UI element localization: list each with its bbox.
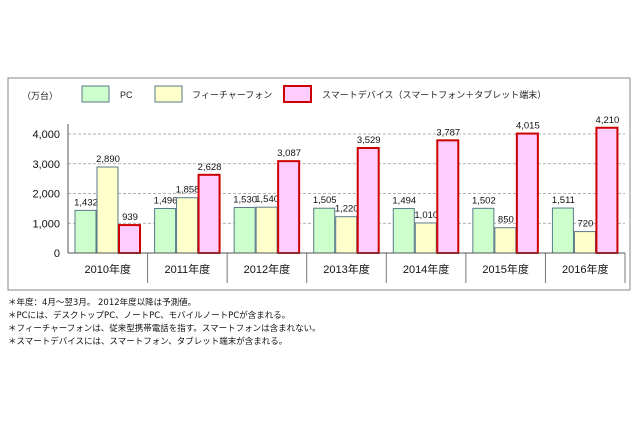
data-label: 1,010 [414,210,438,221]
data-label: 4,210 [596,115,620,126]
data-label: 1,511 [552,195,575,206]
data-label: 1,540 [255,194,279,205]
legend-label: フィーチャーフォン [192,90,272,100]
bar [573,231,596,254]
legend-swatch [283,85,312,103]
data-label: 1,496 [154,195,178,206]
bar [515,132,539,255]
data-label: 720 [577,219,593,230]
bar [154,207,177,254]
data-label: 1,432 [74,197,98,208]
legend-label: スマートデバイス（スマートフォン＋タブレット端末） [322,89,546,100]
bar [356,147,380,254]
data-label: 1,858 [176,185,200,196]
data-label: 2,628 [198,162,222,173]
bar [96,166,119,254]
y-tick-label: 3,000 [32,159,60,171]
bar [74,209,97,254]
footnotes: ＊年度：4月～翌3月。 2012年度以降は予測値。 ＊PCには、デスクトップPC… [8,297,321,349]
footnote: ＊フィーチャーフォンは、従来型携帯電話を指す。スマートフォンは含まれない。 [8,324,321,334]
bar [414,222,437,254]
data-label: 1,505 [313,195,337,206]
bar [472,207,495,254]
data-label: 1,220 [335,204,359,215]
data-label: 3,087 [277,148,301,159]
bar [392,208,415,254]
y-tick-label: 1,000 [32,218,60,230]
bar [313,207,336,254]
bar [436,139,460,254]
footnote: ＊スマートデバイスには、スマートフォン、タブレット端末が含まれる。 [8,337,288,347]
bar [197,173,221,254]
x-tick-label: 2013年度 [323,262,369,276]
y-tick-label: 0 [54,248,60,260]
bar [335,216,358,254]
bar [595,126,619,254]
data-label: 1,502 [472,195,496,206]
data-label: 3,787 [436,127,460,138]
y-tick-label: 2,000 [32,189,60,201]
bar [277,160,301,254]
legend-swatch [81,85,110,103]
unit-label: （万台） [22,90,58,101]
x-tick-label: 2011年度 [165,262,211,276]
data-label: 1,530 [233,194,257,205]
x-tick-label: 2016年度 [562,262,608,276]
data-label: 939 [122,212,138,223]
footnote: ＊年度：4月～翌3月。 2012年度以降は予測値。 [8,298,197,308]
data-label: 3,529 [357,135,381,146]
bar [551,207,574,254]
bar [233,206,256,254]
bar [118,224,141,254]
bar [494,227,517,254]
x-tick-label: 2015年度 [482,262,528,276]
x-tick-label: 2012年度 [244,262,290,276]
x-tick-label: 2010年度 [85,262,131,276]
data-label: 2,890 [96,154,120,165]
legend-label: PC [120,90,133,100]
y-tick-label: 4,000 [32,129,60,141]
legend-swatch [154,85,183,103]
data-label: 1,494 [392,196,416,207]
bar [255,206,278,254]
footnote: ＊PCには、デスクトップPC、ノートPC、モバイルノートPCが含まれる。 [8,311,291,321]
data-label: 850 [498,215,514,226]
x-tick-label: 2014年度 [403,262,449,276]
bar [176,197,199,254]
data-label: 4,015 [516,121,540,132]
